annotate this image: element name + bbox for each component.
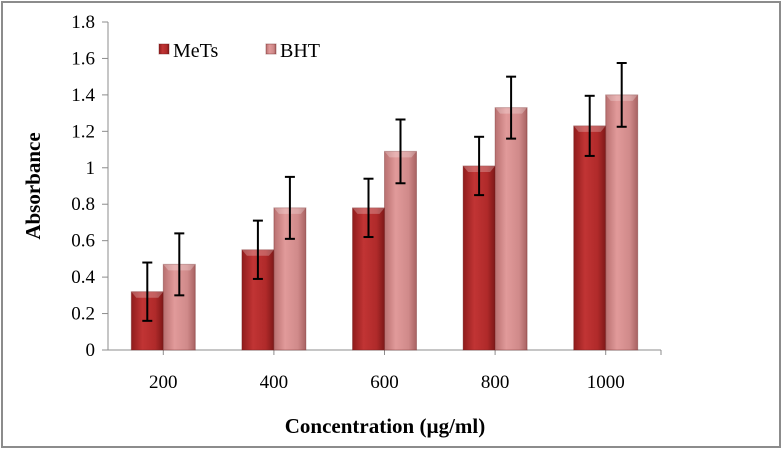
y-tick-label: 1.2 bbox=[71, 121, 95, 142]
x-tick-label: 200 bbox=[149, 372, 178, 393]
y-tick-label: 1.4 bbox=[71, 85, 95, 106]
legend: MeTs BHT bbox=[158, 40, 320, 62]
y-axis-title: Absorbance bbox=[21, 132, 45, 239]
error-bars bbox=[142, 62, 627, 322]
y-tick-label: 1 bbox=[86, 158, 96, 179]
bar-bht-600 bbox=[384, 150, 417, 351]
y-tick-label: 1.6 bbox=[71, 48, 95, 69]
bars bbox=[130, 94, 639, 351]
legend-swatch-mets bbox=[158, 43, 170, 55]
bar-mets-800 bbox=[462, 165, 496, 351]
y-tick-label: 0.2 bbox=[71, 304, 95, 325]
y-tick-label: 0.4 bbox=[71, 267, 95, 288]
x-tick-label: 800 bbox=[481, 372, 510, 393]
legend-swatch-bht bbox=[265, 43, 277, 55]
x-axis-title: Concentration (µg/ml) bbox=[285, 414, 485, 438]
y-tick-label: 1.8 bbox=[71, 12, 95, 33]
y-tick-label: 0.8 bbox=[71, 194, 95, 215]
x-tick-label: 600 bbox=[370, 372, 399, 393]
legend-label-bht: BHT bbox=[280, 40, 320, 62]
y-tick-label: 0 bbox=[86, 340, 96, 361]
legend-label-mets: MeTs bbox=[173, 40, 218, 62]
bar-mets-1000 bbox=[573, 125, 607, 351]
x-tick-label: 400 bbox=[260, 372, 289, 393]
x-axis: 200 400 600 800 1000 bbox=[108, 349, 662, 393]
x-tick-label: 1000 bbox=[587, 372, 625, 393]
bar-bht-800 bbox=[494, 107, 528, 351]
bar-bht-1000 bbox=[605, 94, 639, 351]
bar-bht-400 bbox=[273, 207, 307, 351]
y-axis: 0 0.2 0.4 0.6 0.8 1 1.2 1.4 1.6 1.8 bbox=[71, 12, 109, 361]
y-tick-label: 0.6 bbox=[71, 231, 95, 252]
